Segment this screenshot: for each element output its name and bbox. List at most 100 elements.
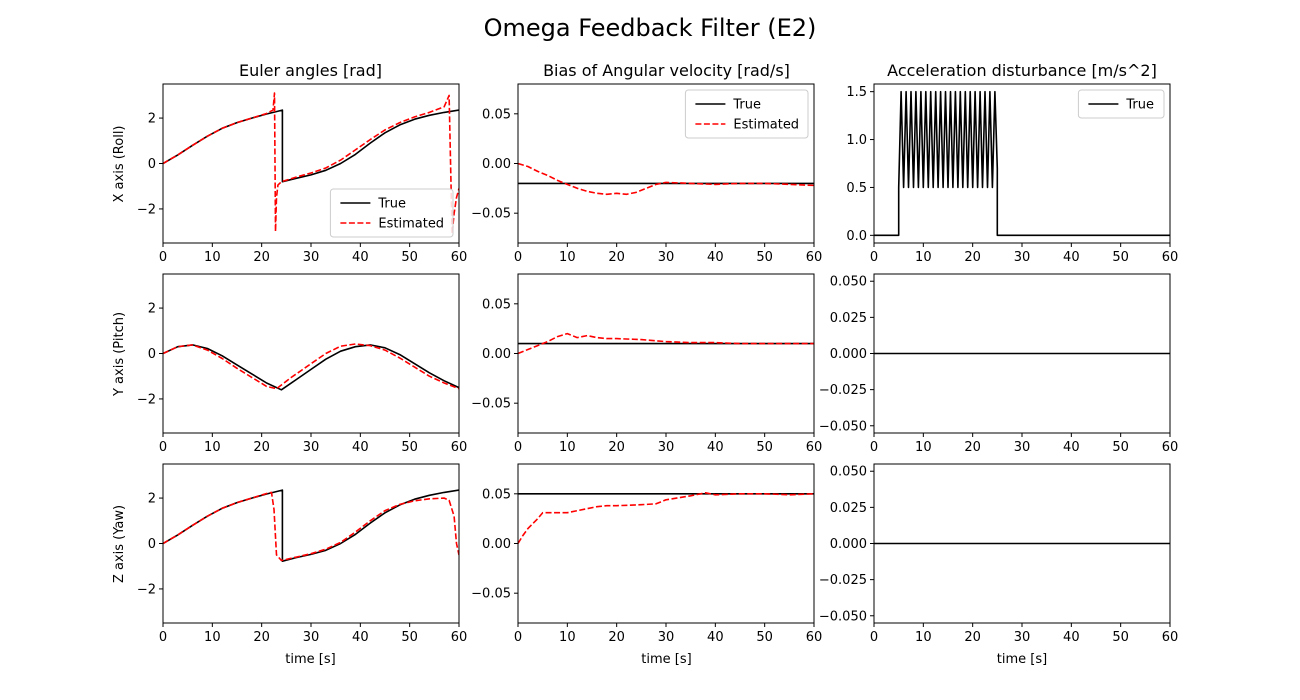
x-tick-label: 30 bbox=[303, 250, 320, 265]
y-tick-label: 0.00 bbox=[482, 537, 511, 552]
x-tick-label: 60 bbox=[806, 630, 823, 645]
x-tick-label: 40 bbox=[707, 630, 724, 645]
x-tick-label: 0 bbox=[870, 250, 878, 265]
x-axis-label-bias: time [s] bbox=[641, 652, 691, 667]
x-tick-label: 10 bbox=[559, 250, 576, 265]
y-tick-label: −2 bbox=[137, 392, 156, 407]
y-tick-label: −0.025 bbox=[819, 573, 867, 588]
x-tick-label: 40 bbox=[1063, 630, 1080, 645]
x-tick-label: 20 bbox=[253, 250, 270, 265]
subplot-euler-yaw: 0 10 20 30 40 50 60 −2 0 2 bbox=[137, 463, 468, 645]
x-tick-label: 10 bbox=[559, 630, 576, 645]
y-tick-label: 0.0 bbox=[846, 229, 867, 244]
y-tick-label: −0.050 bbox=[819, 609, 867, 624]
x-tick-label: 10 bbox=[204, 250, 221, 265]
x-tick-label: 50 bbox=[756, 440, 773, 455]
x-tick-label: 0 bbox=[514, 250, 522, 265]
x-tick-label: 60 bbox=[1162, 440, 1179, 455]
x-tick-label: 0 bbox=[870, 630, 878, 645]
y-tick-label: 2 bbox=[148, 492, 156, 507]
y-tick-label: 0.025 bbox=[830, 311, 867, 326]
x-tick-label: 10 bbox=[559, 440, 576, 455]
series-line-estimated bbox=[163, 491, 459, 562]
legend-box bbox=[1077, 89, 1165, 119]
subplot-euler-pitch: 0 10 20 30 40 50 60 −2 0 2 bbox=[137, 273, 468, 455]
y-tick-label: −2 bbox=[137, 202, 156, 217]
x-tick-label: 40 bbox=[1063, 440, 1080, 455]
y-tick-label: 2 bbox=[148, 302, 156, 317]
x-tick-label: 30 bbox=[1014, 250, 1031, 265]
y-tick-label: 0.000 bbox=[830, 537, 867, 552]
row-label-roll: X axis (Roll) bbox=[112, 126, 127, 203]
y-tick-label: −2 bbox=[137, 582, 156, 597]
legend-box bbox=[329, 188, 454, 238]
y-tick-label: 0.00 bbox=[482, 347, 511, 362]
y-tick-label: 0.050 bbox=[830, 275, 867, 290]
x-tick-label: 30 bbox=[658, 250, 675, 265]
x-tick-label: 0 bbox=[514, 440, 522, 455]
y-tick-label: 1.0 bbox=[846, 133, 867, 148]
axes-frame bbox=[517, 463, 815, 624]
x-tick-label: 30 bbox=[658, 630, 675, 645]
y-tick-label: −0.05 bbox=[471, 587, 511, 602]
x-tick-label: 60 bbox=[1162, 630, 1179, 645]
x-tick-label: 10 bbox=[204, 440, 221, 455]
x-tick-label: 30 bbox=[1014, 440, 1031, 455]
x-tick-label: 30 bbox=[658, 440, 675, 455]
x-tick-label: 60 bbox=[806, 440, 823, 455]
y-tick-label: 1.5 bbox=[846, 85, 867, 100]
series-line-estimated bbox=[518, 162, 814, 196]
x-tick-label: 40 bbox=[1063, 250, 1080, 265]
x-tick-label: 50 bbox=[1112, 250, 1129, 265]
x-tick-label: 60 bbox=[451, 630, 468, 645]
x-tick-label: 0 bbox=[159, 250, 167, 265]
x-tick-label: 60 bbox=[1162, 250, 1179, 265]
y-tick-label: 0.5 bbox=[846, 181, 867, 196]
subplot-bias-yaw: 0 10 20 30 40 50 60 −0.05 0.00 0.05 bbox=[471, 463, 823, 645]
x-tick-label: 50 bbox=[401, 630, 418, 645]
subplot-bias-roll: 0 10 20 30 40 50 60 −0.05 0.00 0.05 True Estimated bbox=[471, 83, 822, 265]
column-title-bias: Bias of Angular velocity [rad/s] bbox=[543, 61, 790, 80]
series-line-estimated bbox=[163, 343, 459, 390]
x-tick-label: 50 bbox=[1112, 630, 1129, 645]
x-tick-label: 60 bbox=[451, 440, 468, 455]
x-tick-label: 10 bbox=[915, 250, 932, 265]
x-tick-label: 20 bbox=[964, 630, 981, 645]
axes-frame bbox=[517, 273, 815, 434]
series-line-true bbox=[163, 344, 459, 391]
x-tick-label: 20 bbox=[608, 250, 625, 265]
x-tick-label: 50 bbox=[756, 630, 773, 645]
column-title-accel: Acceleration disturbance [m/s^2] bbox=[887, 61, 1157, 80]
x-tick-label: 40 bbox=[352, 250, 369, 265]
y-tick-label: −0.050 bbox=[819, 419, 867, 434]
series-line-estimated bbox=[518, 332, 814, 355]
x-tick-label: 20 bbox=[964, 440, 981, 455]
legend-label-estimated: Estimated bbox=[378, 217, 444, 232]
x-tick-label: 20 bbox=[253, 630, 270, 645]
y-tick-label: 0.000 bbox=[830, 347, 867, 362]
x-tick-label: 10 bbox=[915, 630, 932, 645]
legend: True bbox=[1077, 89, 1165, 119]
x-tick-label: 50 bbox=[756, 250, 773, 265]
subplot-accel-pitch: 0 10 20 30 40 50 60 −0.050 −0.025 0.000 0.025 0.050 bbox=[819, 273, 1179, 455]
x-tick-label: 60 bbox=[451, 250, 468, 265]
legend-box bbox=[684, 89, 809, 139]
y-tick-label: 2 bbox=[148, 112, 156, 127]
subplot-euler-roll: 0 10 20 30 40 50 60 −2 0 2 True Estimated bbox=[137, 83, 468, 265]
legend: True Estimated bbox=[684, 89, 809, 139]
axes-frame bbox=[162, 273, 460, 434]
y-tick-label: −0.025 bbox=[819, 383, 867, 398]
x-tick-label: 30 bbox=[303, 630, 320, 645]
y-tick-label: 0.00 bbox=[482, 157, 511, 172]
x-tick-label: 50 bbox=[401, 250, 418, 265]
legend-label-true: True bbox=[732, 98, 761, 113]
series-line-estimated bbox=[163, 92, 459, 235]
x-tick-label: 40 bbox=[352, 440, 369, 455]
y-tick-label: 0.05 bbox=[482, 487, 511, 502]
y-tick-label: 0.05 bbox=[482, 297, 511, 312]
y-tick-label: 0.025 bbox=[830, 501, 867, 516]
column-title-euler: Euler angles [rad] bbox=[239, 61, 382, 80]
y-tick-label: 0.05 bbox=[482, 107, 511, 122]
